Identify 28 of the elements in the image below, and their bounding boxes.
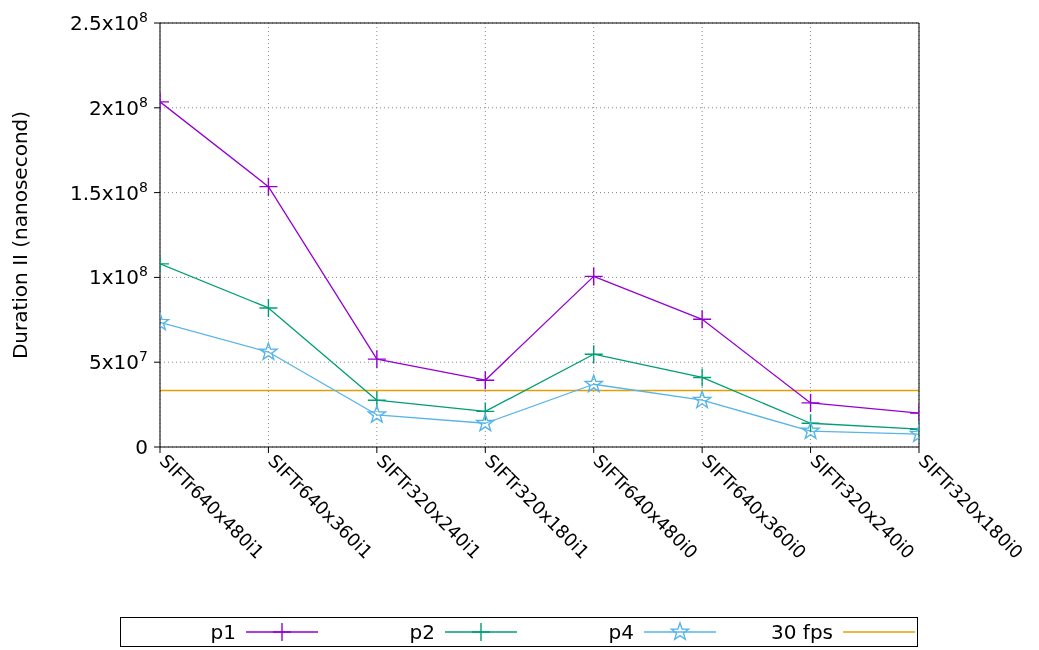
point <box>692 309 712 329</box>
y-tick-label: 2x10$^{8}$ <box>89 93 148 120</box>
y-tick-label: 1.5x10$^{8}$ <box>69 178 148 205</box>
point <box>475 370 495 390</box>
y-tick-label: 5x10$^{7}$ <box>89 348 148 375</box>
point <box>258 298 279 318</box>
legend-label: 30 fps <box>771 620 833 644</box>
point <box>584 374 603 393</box>
y-tick-label: 0 <box>135 435 148 459</box>
legend-label: p2 <box>409 620 435 644</box>
y-tick-label: 1x10$^{8}$ <box>89 263 148 290</box>
point <box>367 405 387 423</box>
point <box>584 266 604 287</box>
y-axis-title: Duration II (nanosecond) <box>8 110 33 360</box>
point <box>692 367 712 388</box>
point <box>800 393 821 413</box>
point <box>584 344 604 364</box>
legend-label: p4 <box>608 620 634 644</box>
point <box>476 413 495 432</box>
point <box>367 349 387 369</box>
point <box>801 421 820 440</box>
point <box>475 401 495 422</box>
point <box>800 413 821 433</box>
y-tick-label: 2.5x10$^{8}$ <box>69 9 148 35</box>
point <box>692 390 712 409</box>
point <box>259 342 278 361</box>
point <box>258 176 279 197</box>
legend-label: p1 <box>210 620 236 644</box>
